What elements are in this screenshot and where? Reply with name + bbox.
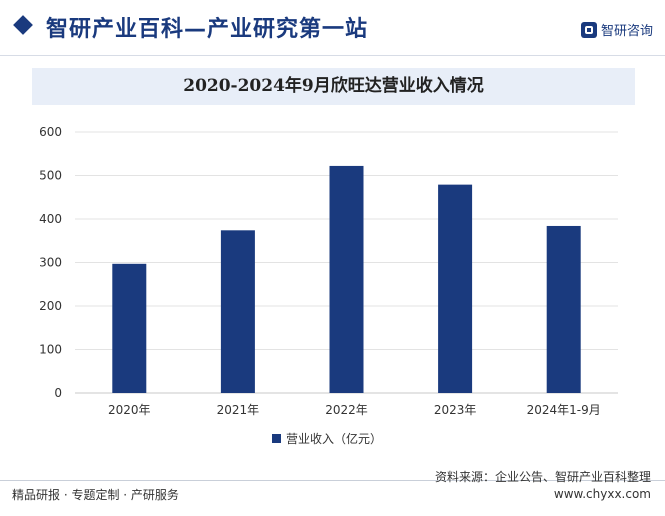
x-tick-label: 2020年 <box>108 403 151 417</box>
bar <box>546 225 581 393</box>
y-tick-label: 300 <box>39 256 62 270</box>
y-tick-label: 400 <box>39 212 62 226</box>
header-divider <box>0 55 665 56</box>
y-tick-label: 500 <box>39 169 62 183</box>
x-tick-label: 2021年 <box>217 403 260 417</box>
brand[interactable]: 智研咨询 <box>580 20 653 39</box>
footer-source: 资料来源：企业公告、智研产业百科整理 <box>434 470 651 484</box>
header-title: 智研产业百科—产业研究第一站 <box>46 17 369 42</box>
chart-title: 2020-2024年9月欣旺达营业收入情况 <box>183 76 484 96</box>
chart-title-bar: 2020-2024年9月欣旺达营业收入情况 <box>32 68 635 105</box>
legend-swatch <box>272 434 281 443</box>
bar <box>112 263 147 393</box>
y-tick-label: 200 <box>39 299 62 313</box>
footer-divider <box>0 480 665 481</box>
bar <box>220 230 255 393</box>
page-header: 智研产业百科—产业研究第一站 智研咨询 <box>0 0 665 56</box>
footer-url[interactable]: www.chyxx.com <box>553 487 651 501</box>
y-tick-label: 100 <box>39 343 62 357</box>
x-tick-label: 2022年 <box>325 403 368 417</box>
brand-name: 智研咨询 <box>600 24 653 39</box>
legend-label: 营业收入（亿元） <box>286 432 383 446</box>
y-tick-label: 0 <box>54 386 62 400</box>
bar <box>329 165 364 393</box>
chart-legend: 营业收入（亿元） <box>272 430 382 447</box>
x-tick-label: 2023年 <box>434 403 477 417</box>
x-tick-label: 2024年1-9月 <box>527 403 601 417</box>
bar <box>438 184 473 393</box>
brand-logo-icon <box>580 21 597 38</box>
footer-services: 精品研报 · 专题定制 · 产研服务 <box>12 488 179 502</box>
y-tick-label: 600 <box>39 125 62 139</box>
